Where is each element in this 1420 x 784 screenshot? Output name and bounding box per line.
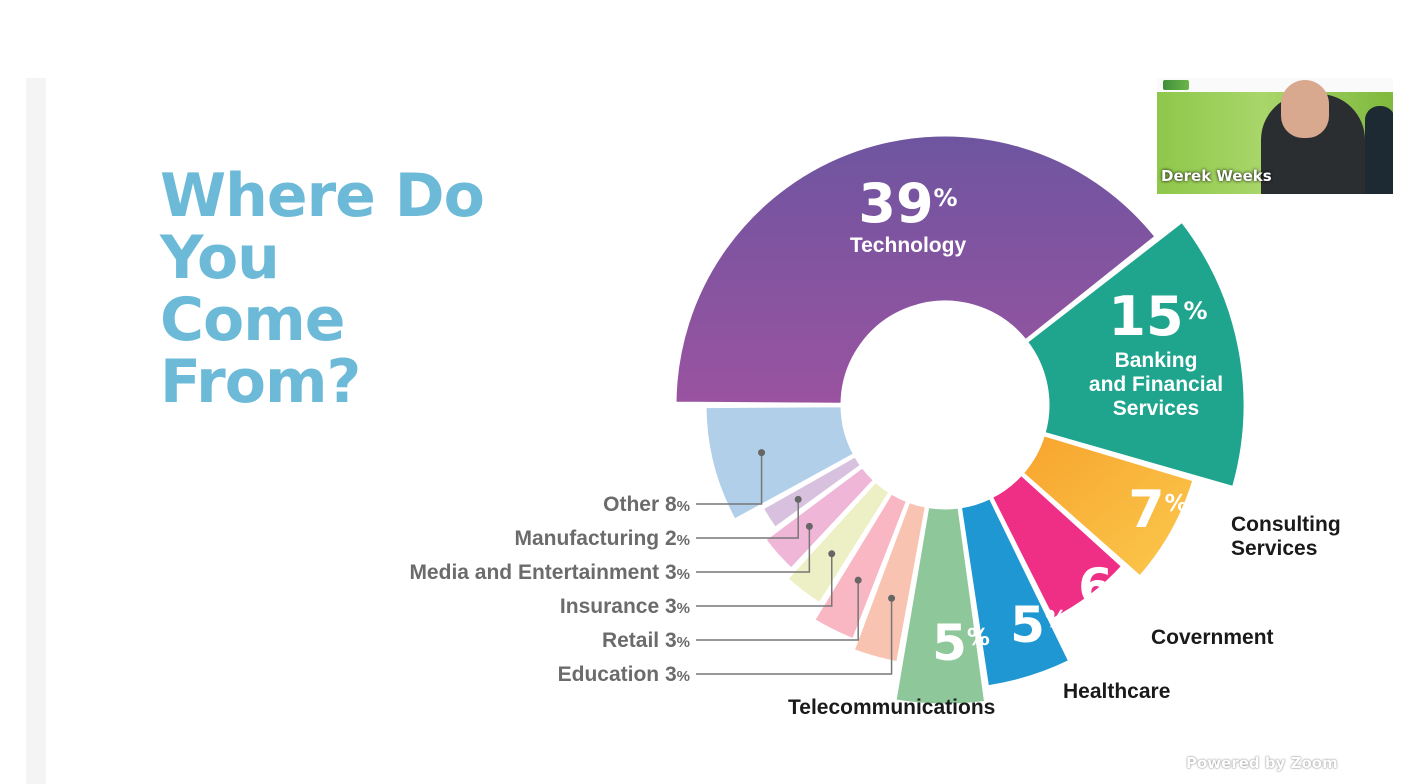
government-outside-label: Covernment <box>1151 626 1274 649</box>
leader-dot-media-and-entertainment <box>805 522 813 530</box>
leader-dot-retail <box>854 576 862 584</box>
slice-banking-and-financial-services <box>1024 219 1247 490</box>
callout-label-retail: Retail 3% <box>602 629 690 652</box>
healthcare-outside-label: Healthcare <box>1063 680 1170 703</box>
callout-label-media-and-entertainment: Media and Entertainment 3% <box>409 561 690 584</box>
callout-label-insurance: Insurance 3% <box>560 595 690 618</box>
leader-line-retail <box>696 580 859 641</box>
leader-line-media-and-entertainment <box>696 526 811 573</box>
leader-dot-manufacturing <box>794 495 802 503</box>
consulting-percent-label: 7% <box>1128 480 1187 540</box>
video-background-strip <box>1157 78 1393 92</box>
slice-consulting-services <box>1020 432 1196 580</box>
banking-percent-label: 15% <box>1108 285 1207 348</box>
callout-label-education: Education 3% <box>558 663 690 686</box>
government-percent-label: 6% <box>1078 558 1136 616</box>
slice-technology <box>673 133 1159 406</box>
leader-line-education <box>696 598 893 675</box>
speaker-name-label: Derek Weeks <box>1161 167 1272 185</box>
leader-line-other <box>696 452 763 505</box>
telecom-percent-label: 5% <box>932 614 990 672</box>
callout-label-other: Other 8% <box>603 493 690 516</box>
leader-line-insurance <box>696 553 833 607</box>
background-person <box>1365 106 1393 194</box>
telecom-outside-label: Telecommunications <box>788 696 995 719</box>
speaker-head <box>1281 80 1329 138</box>
participant-video-tile[interactable] <box>1157 78 1393 194</box>
slice-telecommunications <box>893 504 988 707</box>
consulting-outside-label: Consulting Services <box>1231 513 1341 560</box>
callout-label-manufacturing: Manufacturing 2% <box>514 527 690 550</box>
banking-name-label: Banking and Financial Services <box>1089 349 1223 420</box>
company-logo <box>1163 80 1189 90</box>
slice-healthcare <box>958 495 1072 689</box>
leader-dot-education <box>888 594 896 602</box>
leader-line-manufacturing <box>696 499 799 539</box>
zoom-watermark: Powered by Zoom <box>1186 754 1338 772</box>
healthcare-percent-label: 5% <box>1010 596 1068 654</box>
technology-name-label: Technology <box>850 234 967 257</box>
technology-percent-label: 39% <box>858 172 957 235</box>
slide-title: Where Do You Come From? <box>160 161 485 417</box>
leader-dot-insurance <box>828 550 836 558</box>
slice-government <box>989 472 1125 622</box>
slice-other <box>703 404 857 523</box>
leader-dot-other <box>758 449 766 457</box>
